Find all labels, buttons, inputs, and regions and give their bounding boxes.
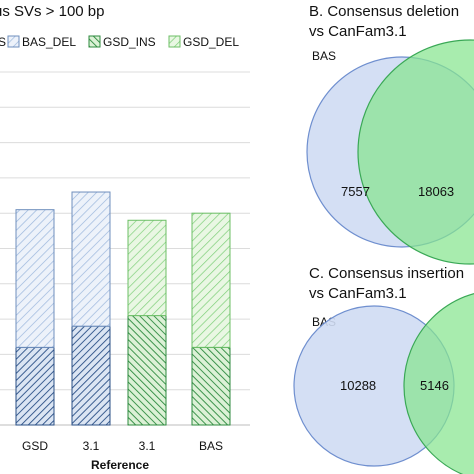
x-tick-label: 3.1 <box>139 439 156 453</box>
panel-a-legend: S BAS_DEL GSD_INS GSD_DEL <box>0 35 239 49</box>
bar-segment-gsd-del-2 <box>127 219 167 317</box>
bar-segment-gsd-ins-2 <box>127 315 167 426</box>
panel-c-circle-canfam <box>403 292 474 474</box>
panel-c-value-overlap: 5146 <box>420 378 449 393</box>
panel-c-title-line2: vs CanFam3.1 <box>309 285 407 302</box>
panel-c-title-line1: C. Consensus insertion <box>309 265 464 282</box>
panel-b-circle-canfam <box>357 39 474 265</box>
panel-a-x-axis-label: Reference <box>91 458 149 472</box>
bar-segment-bas-del-1 <box>71 191 111 327</box>
bar-segment-base-0 <box>15 346 55 426</box>
panel-a-bar-chart: us SVs > 100 bp S BAS_DEL GSD_INS GSD_DE… <box>0 3 250 472</box>
legend-label-bas-del: BAS_DEL <box>22 35 76 49</box>
legend-swatch-bas-del <box>7 35 20 48</box>
panel-b-title-line1: B. Consensus deletion <box>309 3 459 20</box>
panel-c-value-bas-only: 10288 <box>340 378 376 393</box>
panel-c-venn: C. Consensus insertion vs CanFam3.1 BAS … <box>293 265 474 474</box>
legend-swatch-gsd-del <box>168 35 181 48</box>
panel-b-title-line2: vs CanFam3.1 <box>309 23 407 40</box>
bar-segment-base-3 <box>191 346 231 426</box>
legend-label-gsd-ins: GSD_INS <box>103 35 156 49</box>
bar-segment-gsd-del-3 <box>191 212 231 348</box>
legend-prefix: S <box>0 35 6 49</box>
legend-label-gsd-del: GSD_DEL <box>183 35 239 49</box>
panel-b-value-bas-only: 7557 <box>341 184 370 199</box>
bar-segment-bas-del-0 <box>15 209 55 348</box>
x-tick-label: BAS <box>199 439 223 453</box>
panel-b-value-overlap: 18063 <box>418 184 454 199</box>
panel-b-venn: B. Consensus deletion vs CanFam3.1 BAS 7… <box>306 3 474 265</box>
panel-b-set-label-bas: BAS <box>312 49 336 63</box>
panel-a-bars <box>15 191 231 426</box>
panel-a-x-tick-labels: GSD 3.1 3.1 BAS <box>22 439 223 453</box>
x-tick-label: GSD <box>22 439 48 453</box>
bar-segment-base-1 <box>71 325 111 426</box>
x-tick-label: 3.1 <box>83 439 100 453</box>
panel-a-title: us SVs > 100 bp <box>0 3 105 20</box>
legend-swatch-gsd-ins <box>88 35 101 48</box>
